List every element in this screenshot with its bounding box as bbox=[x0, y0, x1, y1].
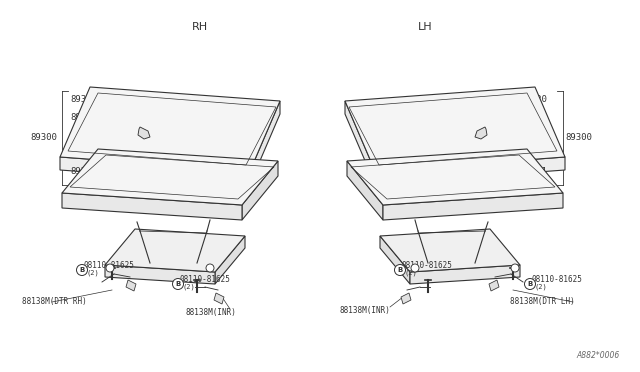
Polygon shape bbox=[345, 87, 565, 171]
Polygon shape bbox=[126, 280, 136, 291]
Text: 89320: 89320 bbox=[486, 94, 547, 120]
Text: 08110-81625: 08110-81625 bbox=[532, 276, 583, 285]
Circle shape bbox=[511, 264, 519, 272]
Polygon shape bbox=[347, 149, 563, 205]
Polygon shape bbox=[347, 161, 383, 220]
Text: 89300: 89300 bbox=[30, 134, 57, 142]
Circle shape bbox=[394, 264, 406, 276]
Polygon shape bbox=[215, 236, 245, 284]
Polygon shape bbox=[60, 87, 280, 171]
Circle shape bbox=[411, 264, 419, 272]
Polygon shape bbox=[62, 149, 278, 205]
Text: B: B bbox=[175, 281, 180, 287]
Polygon shape bbox=[105, 265, 215, 284]
Text: (2): (2) bbox=[87, 269, 100, 276]
Polygon shape bbox=[383, 193, 563, 220]
Polygon shape bbox=[105, 229, 245, 272]
Polygon shape bbox=[489, 280, 499, 291]
Text: 89301: 89301 bbox=[519, 167, 547, 183]
Text: 89300: 89300 bbox=[565, 134, 592, 142]
Text: 89311: 89311 bbox=[486, 112, 547, 130]
Text: 88138M(INR): 88138M(INR) bbox=[185, 308, 236, 317]
Polygon shape bbox=[375, 157, 565, 184]
Text: LH: LH bbox=[418, 22, 432, 32]
Text: 89311: 89311 bbox=[70, 112, 140, 130]
Text: 88138M(DTR RH): 88138M(DTR RH) bbox=[22, 297, 87, 306]
Text: (2): (2) bbox=[183, 283, 196, 289]
Text: B: B bbox=[397, 267, 403, 273]
Circle shape bbox=[206, 264, 214, 272]
Polygon shape bbox=[214, 293, 224, 304]
Text: A882*0006: A882*0006 bbox=[577, 351, 620, 360]
Polygon shape bbox=[475, 127, 487, 139]
Text: 08110-81625: 08110-81625 bbox=[84, 262, 135, 270]
Polygon shape bbox=[410, 265, 520, 284]
Polygon shape bbox=[401, 293, 411, 304]
Circle shape bbox=[77, 264, 88, 276]
Polygon shape bbox=[62, 193, 242, 220]
Text: (2): (2) bbox=[405, 269, 418, 276]
Text: B: B bbox=[79, 267, 84, 273]
Text: 89301: 89301 bbox=[70, 167, 102, 181]
Circle shape bbox=[525, 279, 536, 289]
Text: RH: RH bbox=[192, 22, 208, 32]
Polygon shape bbox=[138, 127, 150, 139]
Polygon shape bbox=[242, 161, 278, 220]
Text: 08110-81625: 08110-81625 bbox=[402, 262, 453, 270]
Polygon shape bbox=[345, 101, 375, 184]
Polygon shape bbox=[250, 101, 280, 184]
Text: 89320: 89320 bbox=[70, 94, 140, 120]
Text: B: B bbox=[527, 281, 532, 287]
Text: 08110-81625: 08110-81625 bbox=[180, 276, 231, 285]
Text: (2): (2) bbox=[535, 283, 548, 289]
Circle shape bbox=[173, 279, 184, 289]
Polygon shape bbox=[60, 157, 250, 184]
Text: 88138M(DTR LH): 88138M(DTR LH) bbox=[510, 297, 575, 306]
Polygon shape bbox=[380, 229, 520, 272]
Polygon shape bbox=[380, 236, 410, 284]
Text: 88138M(INR): 88138M(INR) bbox=[340, 306, 391, 315]
Circle shape bbox=[106, 264, 114, 272]
